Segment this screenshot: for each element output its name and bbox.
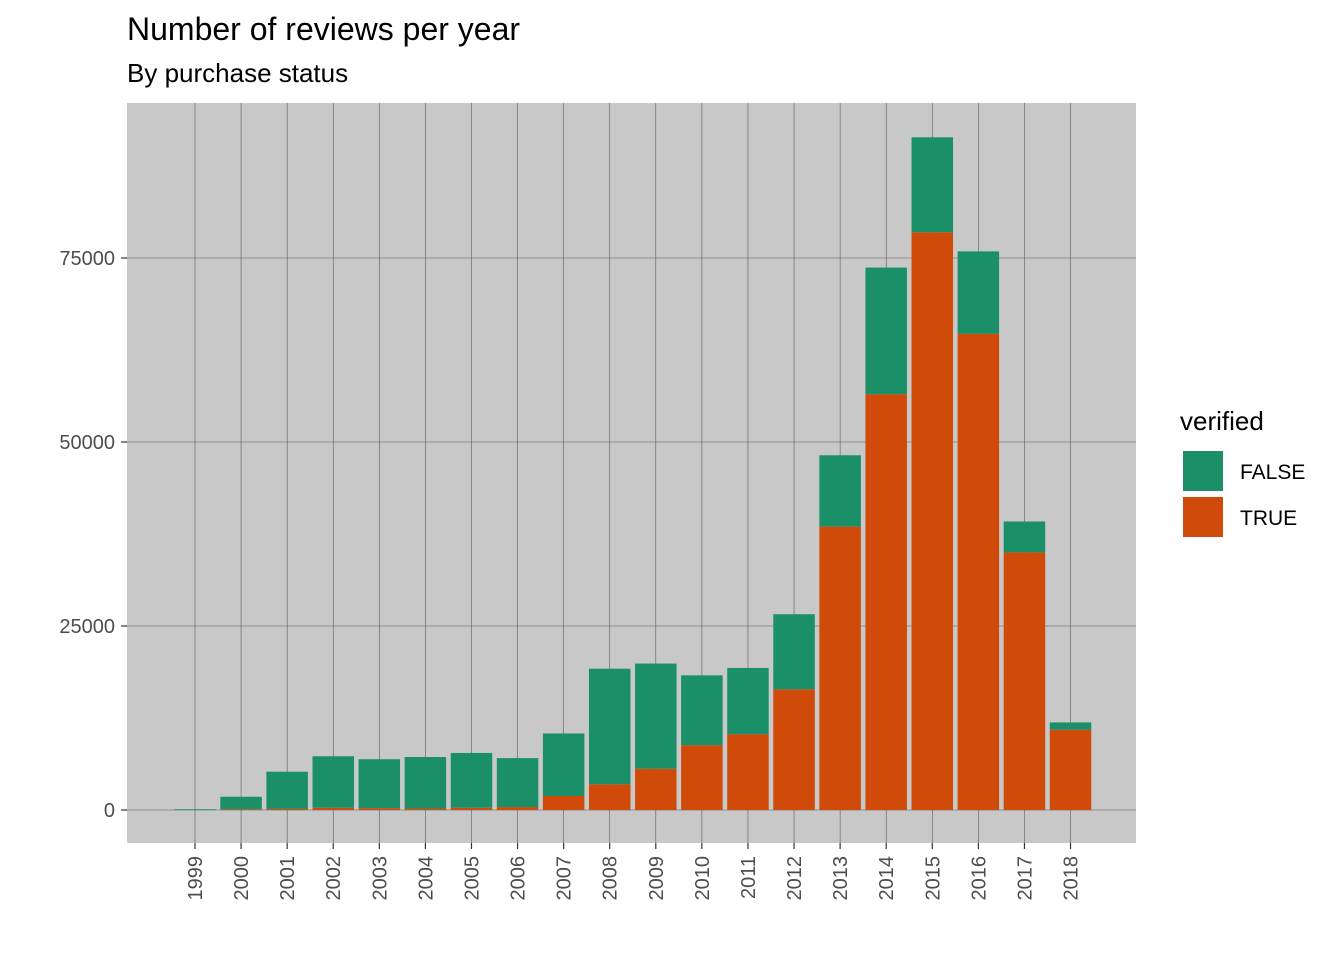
bar-false-2004	[404, 757, 447, 809]
bar-true-2010	[681, 745, 723, 810]
bar-true-2002	[312, 807, 354, 810]
bar-true-2000	[220, 809, 262, 811]
x-tick-label: 2015	[922, 856, 944, 901]
bar-false-2001	[266, 771, 308, 809]
x-tick-label: 2003	[369, 856, 391, 901]
bar-false-2015	[911, 137, 954, 233]
bar-false-2012	[773, 614, 815, 690]
legend-label-false: FALSE	[1240, 461, 1305, 484]
legend-label-true: TRUE	[1240, 507, 1297, 530]
bar-false-2005	[450, 752, 493, 808]
bar-true-2013	[819, 526, 861, 810]
x-tick-label: 2017	[1014, 856, 1036, 901]
bar-true-2004	[404, 808, 447, 810]
x-tick-label: 2014	[876, 856, 898, 901]
y-tick-label: 0	[104, 800, 115, 822]
bar-true-2006	[496, 807, 539, 810]
bar-true-2016	[957, 333, 1000, 810]
legend-key-true	[1181, 495, 1225, 539]
bar-true-2017	[1003, 552, 1046, 810]
x-tick-label: 2008	[600, 856, 622, 901]
x-tick-label: 2004	[415, 856, 437, 901]
bar-true-2007	[542, 796, 585, 810]
x-tick-label: 2009	[646, 856, 668, 901]
bar-true-2003	[358, 808, 401, 810]
bar-false-2009	[635, 663, 677, 769]
bar-true-2011	[727, 734, 769, 810]
bar-false-2010	[681, 675, 723, 746]
bar-false-1999	[174, 809, 216, 811]
bars-group	[174, 137, 1092, 811]
y-tick-label: 25000	[59, 616, 115, 638]
bar-false-2018	[1049, 722, 1092, 730]
bar-false-2007	[542, 733, 585, 797]
x-tick-label: 2013	[830, 856, 852, 901]
y-tick-label: 50000	[59, 432, 115, 454]
bar-false-2008	[588, 668, 631, 785]
bar-false-2017	[1003, 521, 1046, 553]
x-tick-label: 2012	[784, 856, 806, 901]
x-tick-label: 2006	[508, 856, 530, 901]
x-tick-label: 1999	[185, 856, 207, 901]
bar-false-2016	[957, 251, 1000, 334]
x-tick-label: 2001	[277, 856, 299, 901]
bar-false-2003	[358, 759, 401, 809]
bar-false-2014	[865, 267, 907, 395]
bar-true-2012	[773, 689, 815, 810]
x-tick-label: 2011	[738, 856, 760, 899]
x-tick-label: 2002	[323, 856, 345, 901]
bar-true-2014	[865, 394, 907, 810]
bar-false-2002	[312, 756, 354, 808]
x-tick-label: 2007	[554, 856, 576, 901]
bar-true-2008	[588, 784, 631, 810]
bar-true-2018	[1049, 729, 1092, 810]
x-tick-label: 2018	[1061, 856, 1083, 901]
chart-subtitle: By purchase status	[127, 58, 348, 88]
bar-true-2009	[635, 768, 677, 810]
x-axis: 1999 2000 2001 2002 2003 2004 2005 2006 2007 2008…	[185, 843, 1083, 901]
bar-false-2000	[220, 796, 262, 810]
x-tick-label: 2010	[692, 856, 714, 901]
legend: verified FALSE TRUE	[1180, 406, 1305, 539]
x-tick-label: 2000	[231, 856, 253, 901]
bar-false-2006	[496, 758, 539, 808]
bar-true-2001	[266, 808, 308, 810]
x-tick-label: 2005	[461, 856, 483, 901]
chart-title: Number of reviews per year	[127, 11, 520, 47]
x-tick-label: 2016	[968, 856, 990, 901]
bar-false-2011	[727, 667, 769, 735]
y-tick-label: 75000	[59, 248, 115, 270]
legend-title: verified	[1180, 406, 1264, 436]
y-axis: 0 25000 50000 75000	[59, 248, 127, 822]
bar-true-2005	[450, 807, 493, 810]
legend-key-false	[1181, 449, 1225, 493]
bar-false-2013	[819, 455, 861, 527]
bar-true-2015	[911, 232, 954, 811]
